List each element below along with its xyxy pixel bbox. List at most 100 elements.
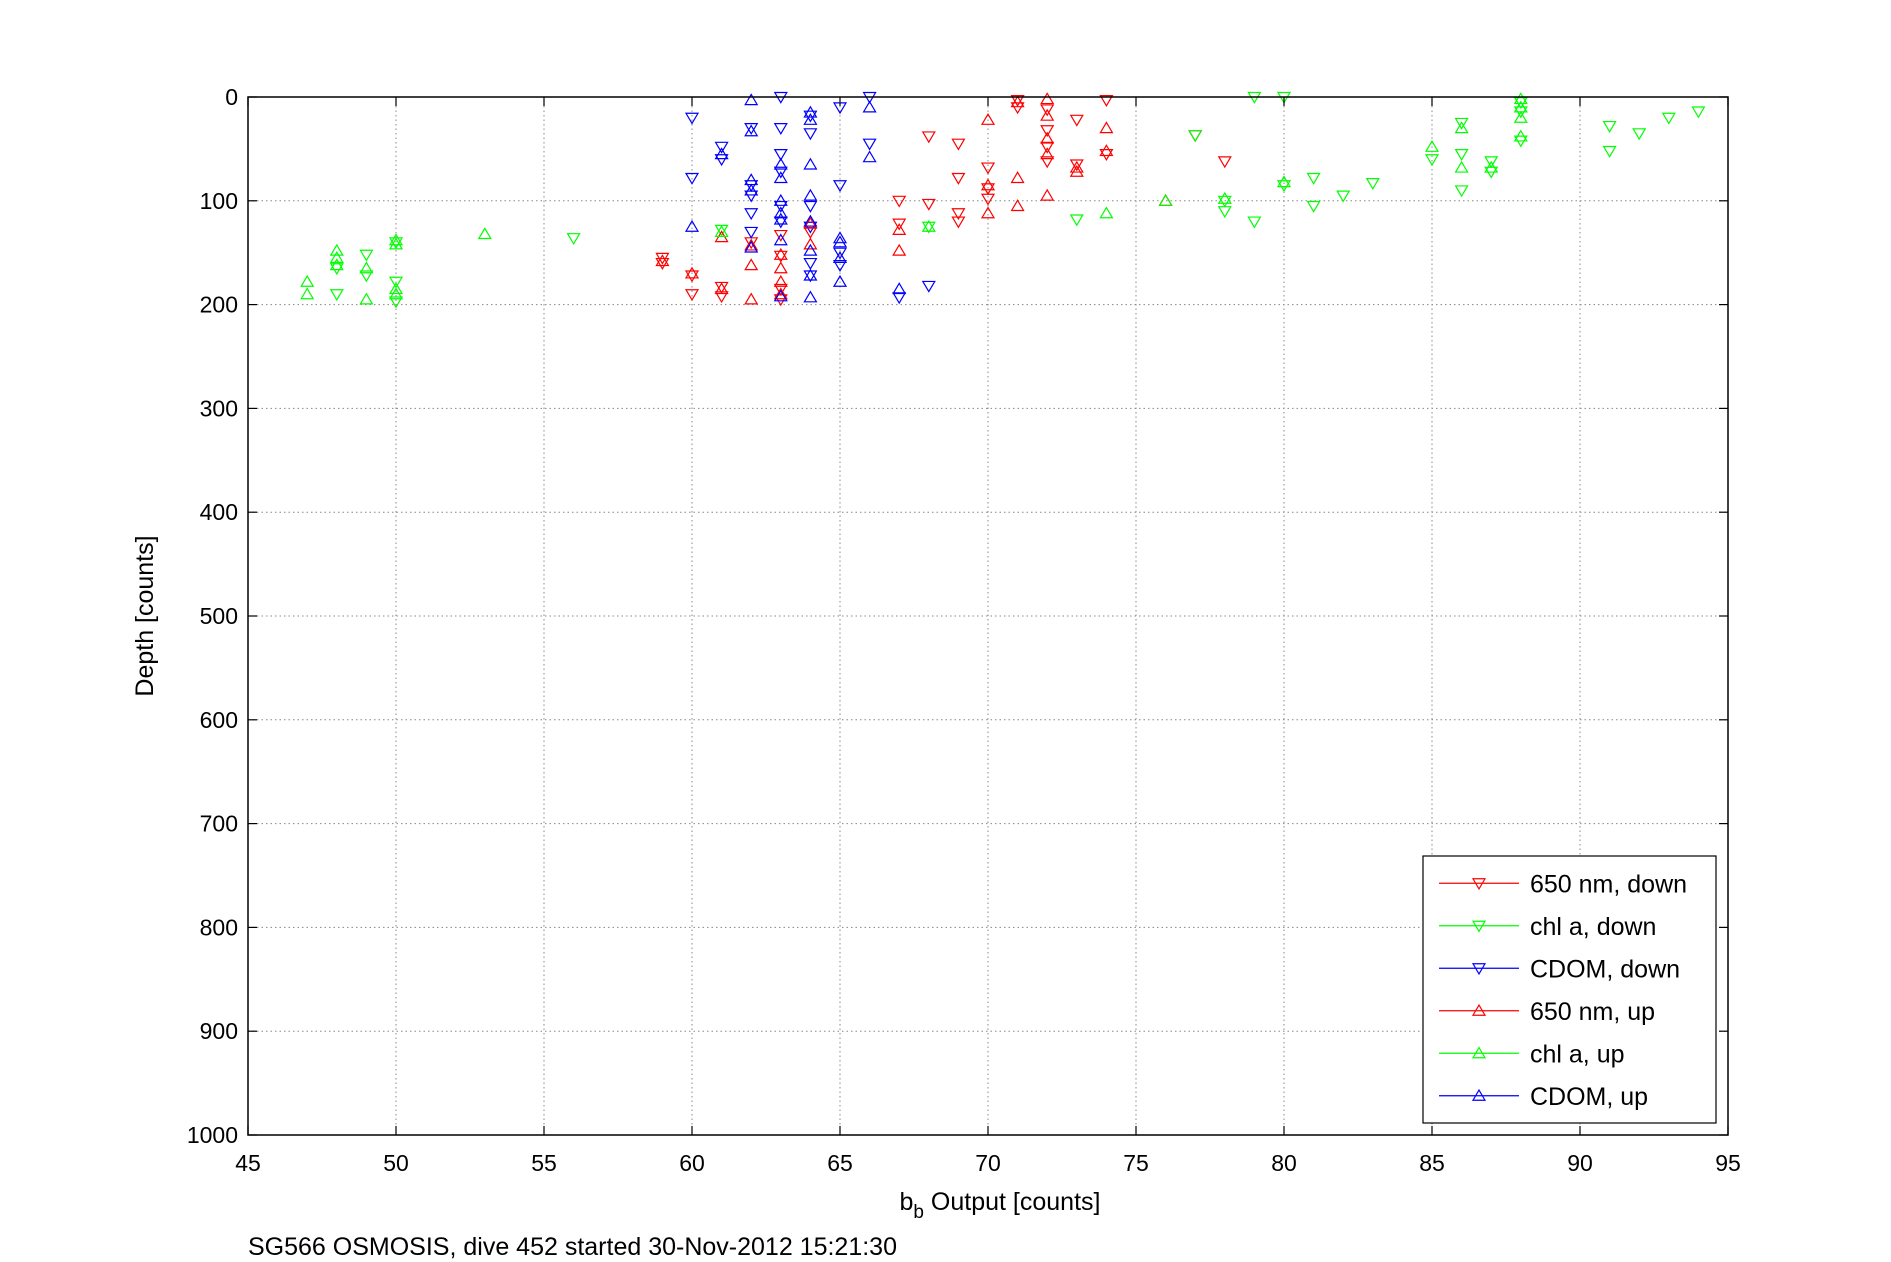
x-tick-label: 95: [1715, 1150, 1741, 1176]
data-point: [892, 243, 907, 256]
data-point: [803, 128, 818, 141]
data-point: [1010, 171, 1025, 184]
data-point: [388, 287, 404, 300]
data-point: [388, 276, 404, 289]
data-point: [714, 147, 729, 160]
data-point: [1691, 106, 1706, 119]
data-point: [1484, 160, 1499, 173]
data-point: [1069, 114, 1084, 127]
data-point: [1069, 160, 1084, 173]
data-point: [1099, 206, 1114, 219]
data-point: [477, 227, 492, 240]
legend-swatch-marker: [1471, 1088, 1487, 1101]
data-point: [714, 225, 729, 238]
data-point: [921, 221, 936, 234]
data-point: [684, 112, 700, 125]
data-point: [1040, 156, 1055, 169]
data-point: [773, 148, 788, 161]
series-2: [684, 91, 936, 305]
data-point: [329, 243, 344, 256]
data-point: [773, 247, 788, 260]
data-point: [1188, 130, 1203, 143]
data-point: [803, 157, 818, 170]
data-point: [1040, 147, 1055, 160]
data-point: [1158, 193, 1173, 206]
data-point: [1336, 190, 1351, 203]
data-point: [773, 294, 788, 307]
data-point: [773, 289, 788, 302]
data-point: [803, 257, 818, 270]
data-point: [803, 216, 818, 229]
data-point: [980, 206, 996, 219]
y-tick-label: 200: [200, 292, 238, 318]
data-point: [1424, 139, 1440, 152]
data-point: [744, 123, 759, 136]
legend-item: chl a, down: [1439, 913, 1656, 941]
data-point: [1069, 164, 1084, 177]
data-point: [862, 138, 877, 151]
data-point: [744, 93, 759, 106]
legend-items: 650 nm, down chl a, down CDOM, down 650 nm,…: [1439, 870, 1687, 1111]
data-point: [1513, 129, 1528, 142]
axis-ticks: 45 50 55 60 65 70 75 80 85 90 95 0 100 200 300 400 500 60…: [187, 84, 1741, 1176]
data-point: [921, 131, 936, 144]
data-point: [773, 274, 788, 287]
data-point: [1099, 148, 1114, 161]
legend-swatch-marker: [1471, 878, 1487, 891]
x-tick-label: 55: [531, 1150, 557, 1176]
legend-item: CDOM, up: [1439, 1083, 1648, 1111]
data-point: [1454, 148, 1469, 161]
data-point: [773, 250, 788, 263]
x-tick-label: 75: [1123, 1150, 1149, 1176]
legend-label: CDOM, down: [1530, 955, 1680, 983]
data-point: [744, 226, 759, 239]
data-point: [773, 166, 788, 179]
data-point: [329, 251, 344, 263]
data-point: [684, 270, 700, 283]
data-point: [1306, 200, 1321, 213]
data-point: [744, 240, 759, 253]
data-point: [714, 282, 729, 295]
data-point: [1040, 104, 1055, 117]
data-point: [832, 251, 848, 263]
data-point: [744, 190, 759, 203]
dive-caption: SG566 OSMOSIS, dive 452 started 30-Nov-2…: [248, 1233, 897, 1261]
y-axis-label: Depth [counts]: [131, 535, 159, 696]
data-point: [773, 229, 788, 242]
y-tick-label: 100: [200, 188, 238, 214]
legend-item: chl a, up: [1439, 1040, 1625, 1068]
data-point: [1306, 172, 1321, 185]
data-point: [388, 296, 404, 309]
data-point: [773, 206, 788, 219]
data-point: [359, 292, 374, 305]
data-point: [1010, 102, 1025, 115]
legend: 650 nm, down chl a, down CDOM, down 650 nm,…: [1422, 855, 1717, 1124]
y-tick-label: 1000: [187, 1122, 238, 1148]
data-point: [803, 237, 818, 250]
x-axis-label-main: b: [900, 1188, 914, 1216]
data-point: [773, 193, 788, 206]
y-tick-label: 800: [200, 914, 238, 940]
data-point: [359, 249, 374, 262]
data-point: [773, 212, 788, 225]
data-point: [655, 257, 670, 270]
legend-label: 650 nm, down: [1530, 870, 1687, 898]
data-point: [744, 258, 759, 271]
data-point: [892, 292, 907, 305]
data-point: [773, 123, 788, 136]
data-point: [921, 280, 936, 293]
data-point: [744, 180, 759, 193]
data-point: [803, 226, 818, 239]
data-point: [803, 200, 818, 213]
data-point: [1454, 185, 1469, 198]
data-point: [744, 124, 759, 137]
data-point: [1661, 112, 1676, 125]
series-4: [300, 92, 1528, 305]
data-point: [388, 282, 404, 295]
data-point: [1040, 141, 1055, 154]
data-point: [803, 188, 818, 201]
x-tick-label: 85: [1419, 1150, 1445, 1176]
data-point: [1099, 121, 1114, 134]
x-axis-label-rest: Output [counts]: [924, 1188, 1101, 1216]
data-point: [1454, 121, 1469, 134]
